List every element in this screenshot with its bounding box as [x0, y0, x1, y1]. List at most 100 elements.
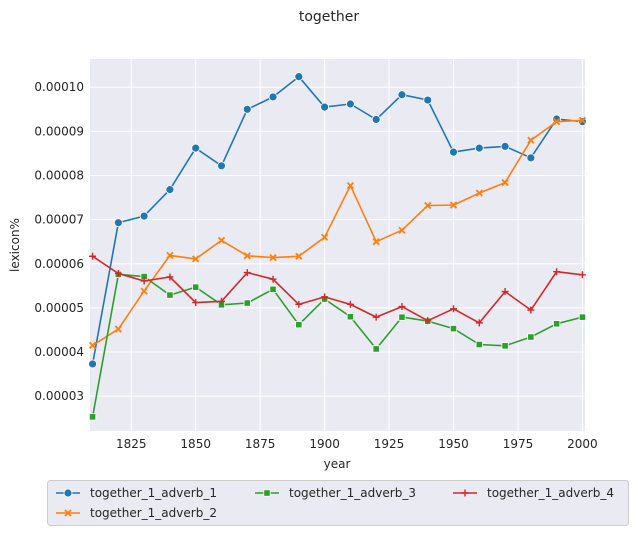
- data-point: [114, 325, 122, 333]
- data-point: [346, 300, 354, 308]
- legend-label: together_1_adverb_1: [90, 486, 217, 500]
- series-line: [91, 273, 583, 418]
- chart-title: together: [299, 9, 360, 25]
- y-tick-labels: 0.00003 0.00004 0.00005 0.00006 0.00007 0.000…: [34, 80, 84, 403]
- data-point: [243, 299, 251, 307]
- data-point: [321, 293, 329, 301]
- data-point: [242, 104, 252, 114]
- y-tick-label: 0.00010: [34, 80, 84, 94]
- data-point: [295, 300, 303, 308]
- data-point: [578, 313, 587, 321]
- data-point: [345, 99, 355, 109]
- x-tick-label: 1900: [309, 437, 340, 451]
- data-point: [295, 252, 303, 260]
- data-point: [527, 306, 535, 314]
- data-point: [320, 102, 330, 112]
- data-point: [217, 297, 225, 305]
- data-point: [424, 201, 432, 210]
- data-point: [372, 313, 380, 321]
- data-point: [398, 313, 406, 321]
- data-point: [217, 236, 226, 245]
- x-tick-label: 1925: [374, 437, 405, 451]
- data-point: [243, 252, 251, 260]
- data-point: [501, 342, 509, 350]
- data-point: [269, 275, 277, 283]
- data-point: [553, 320, 561, 328]
- y-tick-label: 0.00008: [34, 168, 84, 182]
- data-point: [243, 269, 251, 277]
- legend-frame: [47, 480, 629, 526]
- data-point: [269, 285, 277, 293]
- y-axis-title: lexicon%: [8, 218, 22, 272]
- data-point: [398, 303, 406, 311]
- data-point: [500, 141, 510, 151]
- y-tick-label: 0.00006: [34, 257, 84, 271]
- data-point: [553, 268, 561, 276]
- y-tick-label: 0.00003: [34, 389, 84, 403]
- legend-entry: together_1_adverb_3: [255, 486, 416, 500]
- series-line: [92, 255, 583, 324]
- y-tick-label: 0.00005: [34, 301, 84, 315]
- data-point: [192, 299, 200, 307]
- x-tick-label: 2000: [567, 437, 598, 451]
- data-point: [113, 218, 123, 228]
- legend-marker: [63, 488, 73, 498]
- data-point: [449, 201, 458, 209]
- legend-entry: together_1_adverb_4: [453, 486, 614, 500]
- data-point: [449, 147, 458, 157]
- legend: together_1_adverb_1 together_1_adverb_2 to…: [47, 480, 629, 526]
- data-point: [191, 143, 201, 153]
- legend-label: together_1_adverb_4: [487, 486, 614, 500]
- plot-area: [90, 59, 585, 431]
- data-point: [192, 255, 200, 263]
- x-tick-label: 1850: [180, 437, 211, 451]
- data-point: [88, 413, 97, 421]
- data-point: [501, 178, 509, 187]
- grid: [90, 59, 585, 431]
- data-point: [140, 287, 148, 295]
- x-tick-labels: 1825 1850 1875 1900 1925 1950 1975 2000: [116, 437, 598, 451]
- data-point: [578, 116, 587, 124]
- data-point: [475, 340, 483, 349]
- series-line: [92, 119, 583, 347]
- series-layer: [88, 72, 587, 421]
- data-point: [89, 252, 97, 260]
- data-point: [268, 92, 278, 102]
- data-point: [475, 319, 483, 327]
- data-point: [165, 185, 175, 195]
- y-tick-label: 0.00007: [34, 213, 84, 227]
- y-tick-label: 0.00004: [34, 345, 84, 359]
- x-tick-label: 1875: [245, 437, 276, 451]
- data-point: [527, 136, 535, 144]
- data-point: [526, 153, 536, 163]
- data-point: [449, 325, 458, 333]
- data-point: [294, 72, 304, 82]
- data-point: [424, 317, 432, 325]
- data-point: [269, 253, 277, 262]
- legend-entry: together_1_adverb_2: [56, 506, 217, 520]
- x-axis-title: year: [324, 457, 351, 471]
- data-point: [217, 161, 226, 171]
- data-point: [372, 238, 380, 246]
- data-point: [88, 341, 97, 350]
- data-point: [398, 226, 406, 234]
- data-point: [192, 283, 200, 291]
- x-tick-label: 1950: [438, 437, 469, 451]
- data-point: [166, 251, 174, 260]
- data-point: [139, 211, 149, 221]
- legend-label: together_1_adverb_2: [90, 506, 217, 520]
- data-point: [475, 189, 483, 197]
- data-point: [527, 333, 535, 341]
- data-point: [578, 117, 587, 127]
- data-point: [501, 288, 509, 296]
- legend-marker: [461, 489, 469, 497]
- data-point: [166, 273, 174, 281]
- series-4: [89, 252, 586, 327]
- data-point: [371, 115, 381, 124]
- data-point: [450, 305, 458, 313]
- data-point: [397, 90, 407, 100]
- data-point: [88, 359, 97, 369]
- data-point: [166, 291, 174, 299]
- data-point: [140, 277, 148, 285]
